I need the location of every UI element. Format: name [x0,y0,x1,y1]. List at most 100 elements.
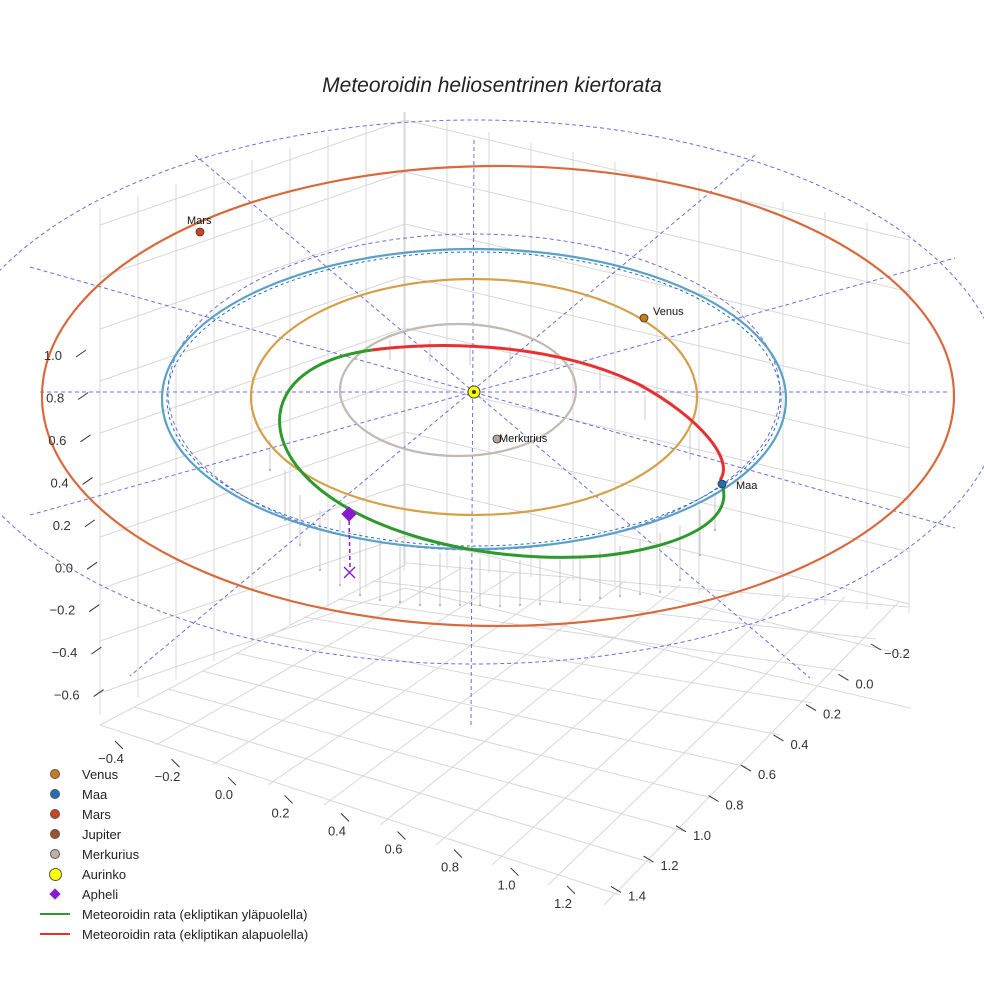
x-tick-label: 1.0 [497,878,515,893]
y-tick-label: 1.0 [693,828,711,843]
ecliptic-ray [29,266,956,529]
drop-point [338,583,342,587]
drop-point [268,468,272,472]
legend-item: Jupiter [38,824,308,844]
y-tick-label: 0.4 [790,737,808,752]
grid-line [404,431,911,553]
meteoroid-orbit-above [278,348,726,559]
y-tick-label: 0.8 [725,798,743,813]
legend-label: Meteoroidin rata (ekliptikan alapuolella… [82,926,309,942]
grid-line [267,576,571,786]
legend-item: Aurinko [38,864,308,884]
legend-marker [40,933,70,935]
grid-line [99,379,406,486]
droplines-layer [268,340,717,608]
z-tick-label: 0.4 [51,475,69,490]
drop-point [558,600,562,604]
grid-line [404,275,911,397]
grid-line [99,483,406,590]
grid-line [404,223,911,345]
grid-line [303,616,813,704]
legend-marker [49,888,61,900]
drop-point [398,600,402,604]
grid-line [99,171,406,278]
drop-point [678,578,682,582]
legend-swatch [38,904,72,924]
legend-item: Maa [38,784,308,804]
grid-line [435,588,736,846]
y-tick-mark [870,643,882,651]
drop-point [618,594,622,598]
drop-point [378,598,382,602]
grid-line [99,119,406,226]
x-tick-label: −0.4 [98,751,124,766]
legend-marker [50,769,60,779]
planet-label-venus: Venus [653,306,684,318]
ecliptic-ray [194,154,811,679]
meteoroid-orbit-below [371,344,725,481]
drop-point [578,598,582,602]
y-tick-label: 1.2 [660,858,678,873]
legend-marker [50,789,60,799]
grid-line [337,598,845,672]
legend: Venus Maa Mars Jupiter Merkurius Aurinko Aphel… [38,764,308,944]
legend-swatch [38,824,72,844]
drop-point [358,593,362,597]
x-tick-mark [453,849,463,858]
legend-item: Mars [38,804,308,824]
z-tick-label: 0.2 [53,518,71,533]
legend-item: Meteoroidin rata (ekliptikan yläpuolella… [38,904,308,924]
legend-label: Mars [82,806,111,822]
sun-center [472,390,476,394]
orbit-merkurius [338,322,578,458]
drop-point [658,590,662,594]
x-tick-label: 0.6 [384,842,402,857]
legend-label: Maa [82,786,108,802]
grid-line [99,724,621,896]
grid-line [404,535,911,657]
grid-line [167,688,685,832]
legend-marker [48,867,62,881]
x-tick-mark [284,794,293,804]
legend-marker [50,809,60,819]
aphelion-dropline [348,513,351,569]
z-tick-label: −0.2 [50,603,76,618]
x-tick-mark [566,885,576,895]
drop-point [438,603,442,607]
drop-point [698,553,702,557]
legend-item: Merkurius [38,844,308,864]
drop-point [713,528,717,532]
grid-line [405,562,909,608]
legend-swatch [38,784,72,804]
y-tick-mark [675,825,687,833]
y-tick-mark [838,673,849,681]
grid-line [155,568,461,746]
grid-line [491,592,791,866]
x-tick-mark [340,813,350,822]
drop-point [298,543,302,547]
ecliptic-ray [470,139,475,726]
planet-label-merkurius: Merkurius [499,433,548,445]
drop-point [318,568,322,572]
x-tick-label: 0.2 [271,805,289,820]
z-tick-label: 0.6 [48,433,66,448]
drop-point [478,603,482,607]
grid-line [211,572,516,766]
grid-line [603,600,901,906]
z-tick-mark [75,349,87,358]
grid-line [379,584,681,826]
legend-marker [50,849,60,859]
x-tick-mark [114,740,124,750]
y-tick-label: −0.2 [884,646,910,661]
y-tick-label: 1.4 [628,888,646,903]
z-tick-mark [88,604,100,613]
orbit-layer [40,164,956,628]
grid-line [99,431,406,538]
grid-line [235,652,749,768]
legend-label: Jupiter [82,826,122,842]
x-tick-label: −0.2 [155,769,181,784]
planet-label-maa: Maa [736,480,758,492]
legend-label: Merkurius [82,846,140,862]
legend-swatch [38,844,72,864]
